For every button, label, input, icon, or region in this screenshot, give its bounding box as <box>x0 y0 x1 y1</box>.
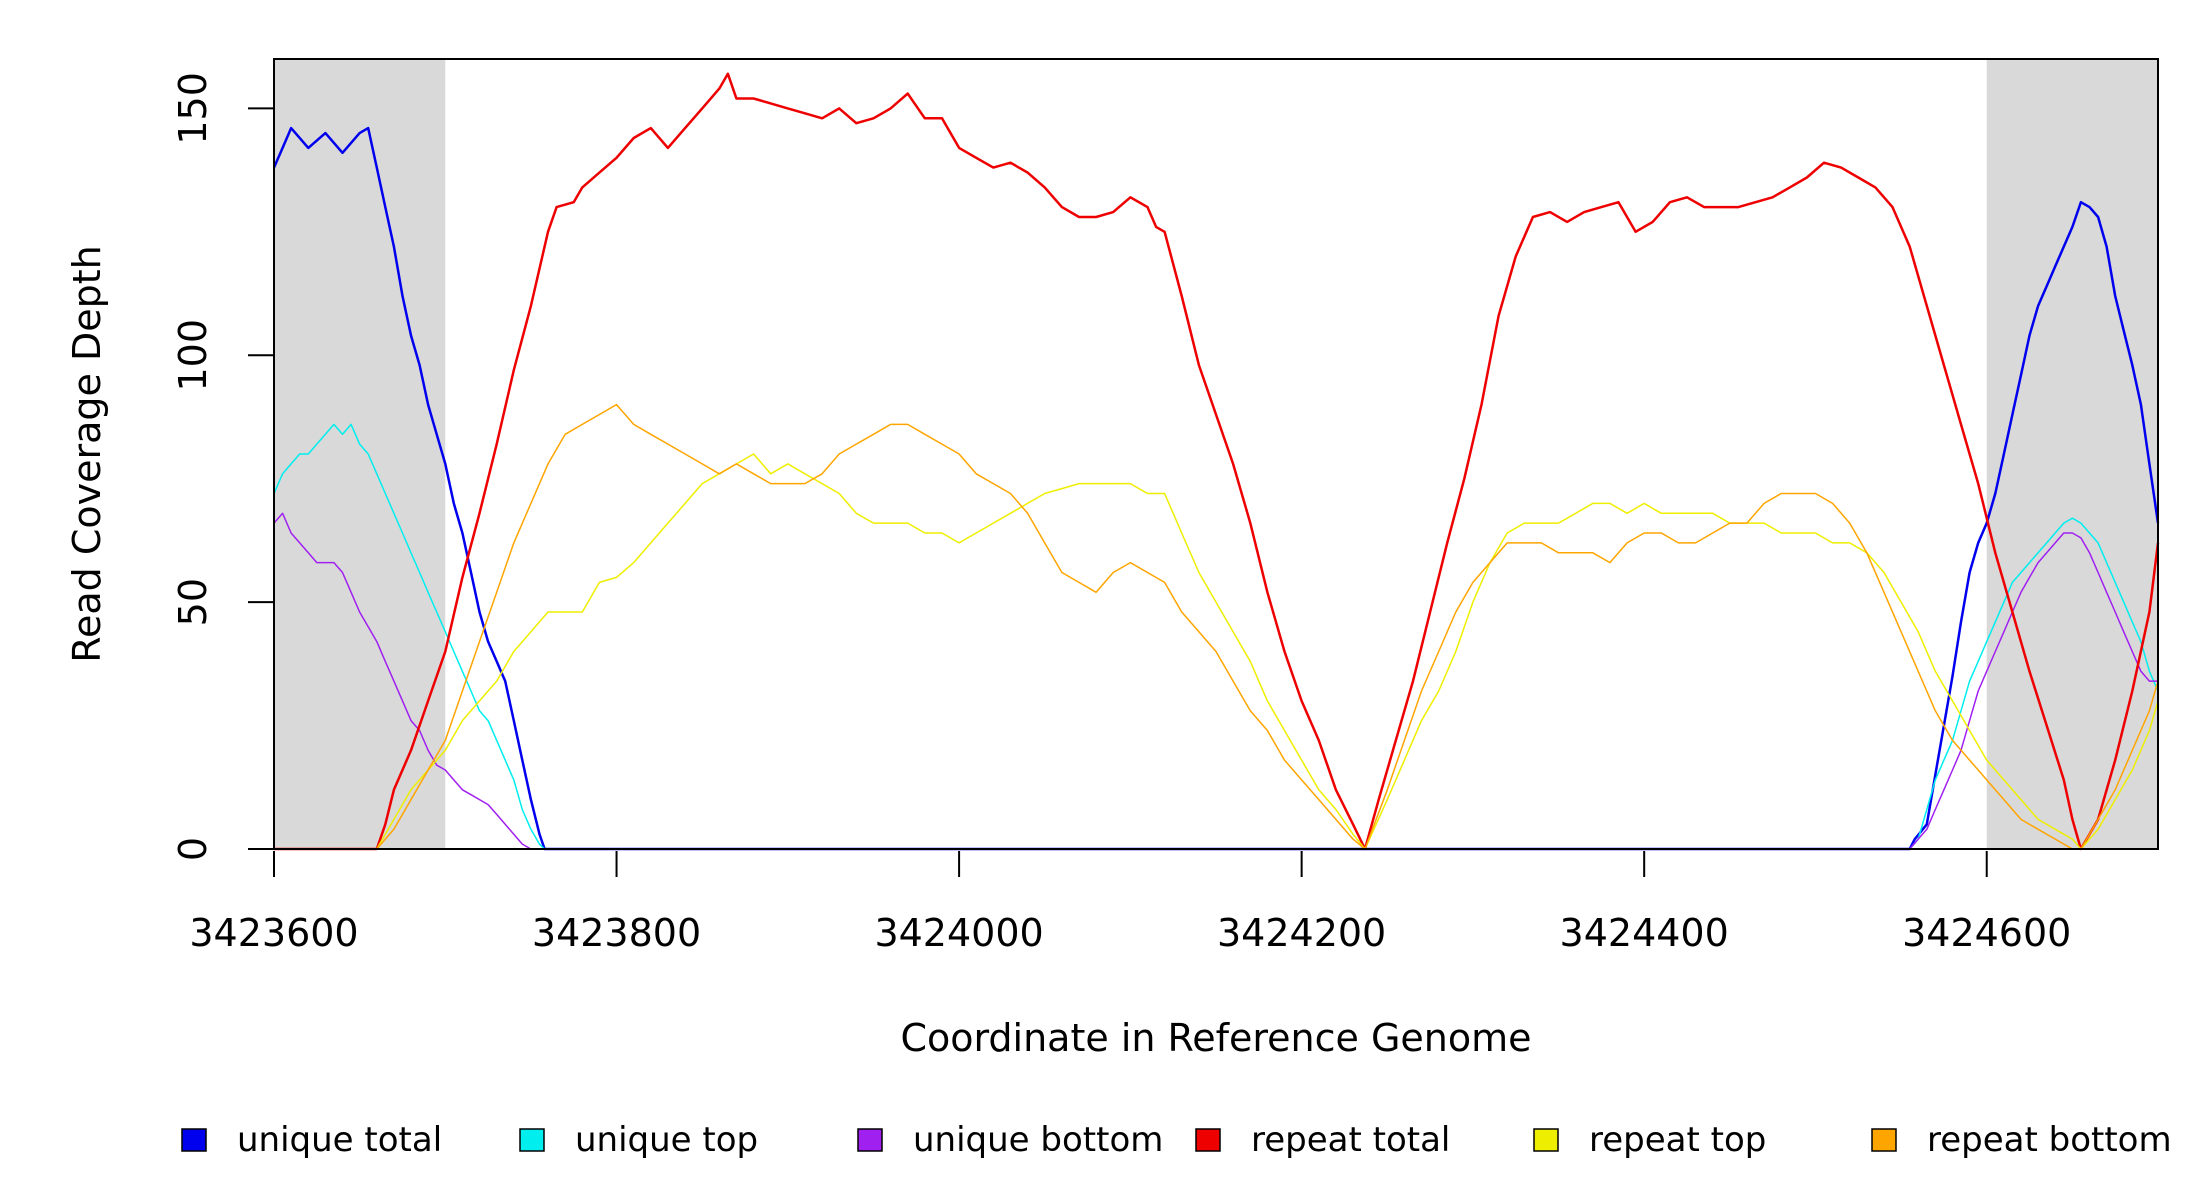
legend-item: repeat bottom <box>1871 1120 2172 1160</box>
y-tick-label: 100 <box>171 319 215 392</box>
series-line-unique-top <box>273 423 2159 850</box>
series-line-unique-total <box>272 126 2160 851</box>
legend-item: repeat top <box>1533 1120 1766 1160</box>
legend-label: unique bottom <box>913 1120 1163 1160</box>
x-tick-label: 3424600 <box>1902 911 2071 955</box>
x-tick-label: 3424000 <box>874 911 1043 955</box>
series-line-repeat-bottom <box>274 403 2159 850</box>
legend-item: unique bottom <box>857 1120 1163 1160</box>
plot-frame <box>273 58 2159 850</box>
legend-swatch <box>857 1128 883 1152</box>
y-tick-label: 150 <box>171 72 215 145</box>
y-axis: 0 50 100 150 <box>171 72 275 861</box>
legend-label: repeat total <box>1251 1120 1450 1160</box>
series-line-repeat-top <box>274 453 2159 850</box>
legend: unique total unique top unique bottom repea… <box>181 1120 2172 1160</box>
legend-item: unique total <box>181 1120 442 1160</box>
series-lines <box>272 72 2160 851</box>
legend-label: repeat bottom <box>1927 1120 2172 1160</box>
x-tick-label: 3423800 <box>532 911 701 955</box>
legend-label: unique top <box>575 1120 758 1160</box>
y-tick-label: 50 <box>171 578 215 626</box>
legend-swatch <box>1533 1128 1559 1152</box>
shaded-regions <box>274 59 2158 849</box>
legend-swatch <box>181 1128 207 1152</box>
x-axis: 3423600 3423800 3424000 3424200 3424400 34246… <box>189 848 2071 955</box>
x-tick-label: 3424200 <box>1217 911 1386 955</box>
legend-label: unique total <box>237 1120 442 1160</box>
y-tick-label: 0 <box>171 837 215 861</box>
x-tick-label: 3423600 <box>189 911 358 955</box>
series-line-repeat-total <box>274 72 2160 851</box>
legend-swatch <box>1871 1128 1897 1152</box>
x-axis-label: Coordinate in Reference Genome <box>900 1016 1531 1060</box>
legend-swatch <box>519 1128 545 1152</box>
legend-label: repeat top <box>1589 1120 1766 1160</box>
x-tick-label: 3424400 <box>1560 911 1729 955</box>
legend-swatch <box>1195 1128 1221 1152</box>
y-axis-label: Read Coverage Depth <box>65 245 109 662</box>
shaded-region-2 <box>1986 59 2158 849</box>
legend-item: repeat total <box>1195 1120 1450 1160</box>
legend-item: unique top <box>519 1120 758 1160</box>
